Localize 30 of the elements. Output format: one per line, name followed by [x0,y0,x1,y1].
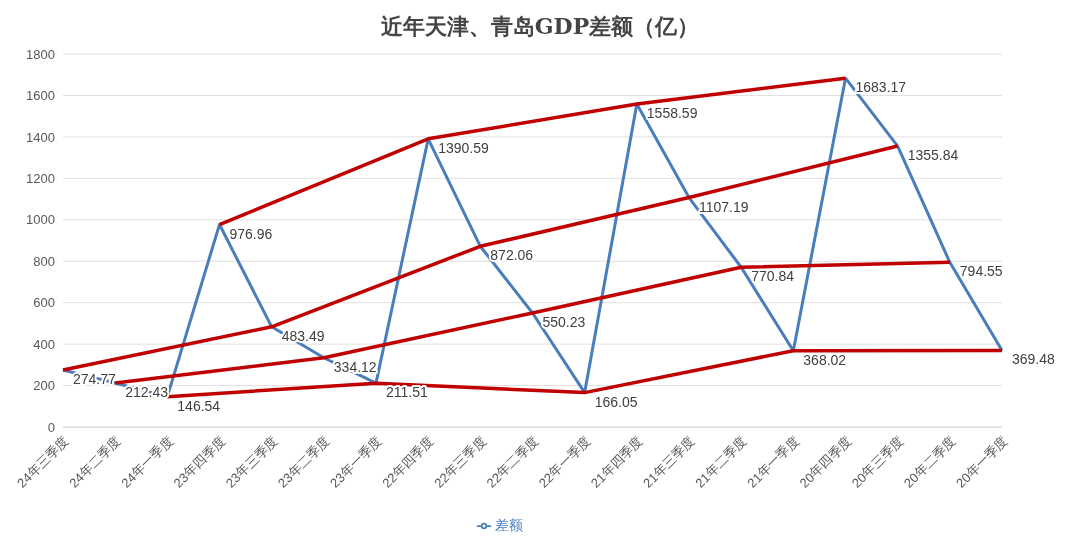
data-label: 166.05 [594,393,638,410]
y-tick-label: 800 [33,253,55,269]
data-label: 976.96 [229,225,273,242]
data-label: 770.84 [751,268,795,285]
chart-title: 近年天津、青岛GDP差额（亿） [379,12,701,41]
y-tick-label: 200 [33,378,55,394]
data-label: 794.55 [959,263,1003,280]
y-tick-label: 1400 [26,129,55,145]
data-label: 1558.59 [646,105,698,122]
data-label: 211.51 [386,384,428,401]
y-tick-label: 600 [33,295,55,311]
y-tick-label: 1000 [26,212,55,228]
data-label: 1683.17 [855,79,907,96]
y-tick-label: 400 [33,336,55,352]
data-label: 146.54 [177,397,221,414]
data-label: 369.48 [1012,351,1056,368]
line-series [217,76,848,227]
y-tick-label: 1800 [26,46,55,62]
line-series [61,144,900,372]
data-label: 1355.84 [907,147,959,164]
y-tick-label: 1200 [26,170,55,186]
legend-label: 差额 [495,517,523,533]
line-series [113,260,952,385]
data-label: 1107.19 [699,198,749,215]
data-label: 872.06 [490,247,534,264]
y-tick-label: 1600 [26,88,55,104]
data-label: 1390.59 [438,139,489,156]
data-label: 368.02 [803,351,847,368]
y-tick-label: 0 [47,419,55,435]
data-label: 550.23 [542,313,586,330]
